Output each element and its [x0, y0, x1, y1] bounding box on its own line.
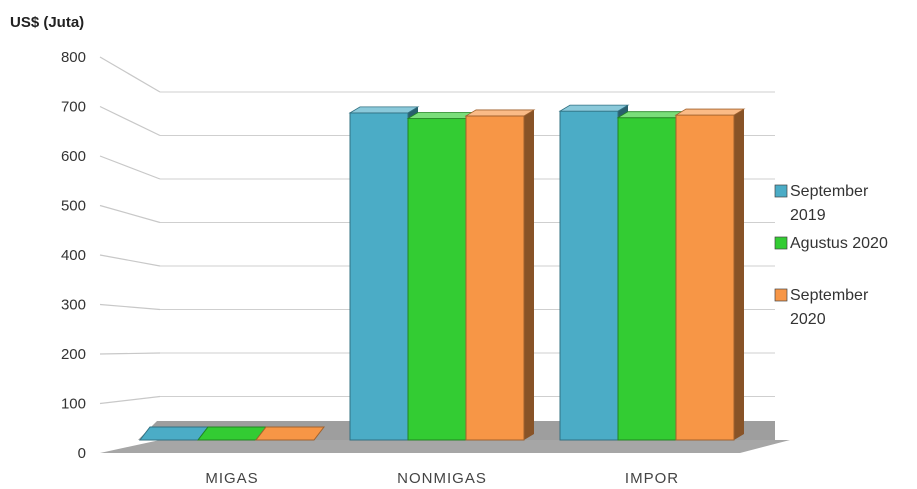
y-tick-label: 200 [61, 346, 86, 363]
y-tick-label: 600 [61, 148, 86, 165]
gridline-side [99, 254, 161, 267]
gridline-side [99, 303, 161, 311]
floor-top [100, 440, 790, 453]
bar-flat [254, 426, 326, 441]
y-tick-label: 300 [61, 297, 86, 314]
bar-side [734, 109, 744, 441]
bar [674, 108, 746, 441]
x-category-label: IMPOR [625, 470, 679, 487]
bar-front [675, 114, 735, 441]
x-category-label: MIGAS [205, 470, 258, 487]
bar-top [464, 109, 536, 117]
y-tick-label: 700 [61, 99, 86, 116]
gridline-side [99, 105, 161, 137]
y-tick-label: 100 [61, 396, 86, 413]
x-category-label: NONMIGAS [397, 470, 487, 487]
bar-front [465, 115, 525, 441]
x-axis-labels: MIGAS NONMIGAS IMPOR [205, 470, 679, 487]
bar [254, 426, 326, 441]
bar-top [558, 104, 630, 112]
bar-flat [138, 426, 210, 441]
y-tick-label: 800 [61, 49, 86, 66]
legend-label: September 2019 [790, 183, 869, 224]
legend-swatch [774, 184, 788, 198]
legend-swatch [774, 236, 788, 250]
y-axis-title: US$ (Juta) [10, 14, 84, 31]
bar-top [674, 108, 746, 116]
legend-label: Agustus 2020 [790, 235, 888, 252]
bar-front [407, 118, 467, 441]
legend-label: September 2020 [790, 287, 869, 328]
bar [138, 426, 210, 441]
y-tick-label: 0 [78, 445, 86, 462]
bar [464, 109, 536, 441]
y-tick-label: 400 [61, 247, 86, 264]
bar-front [617, 117, 677, 441]
bar-front [559, 110, 619, 441]
legend-entry: Agustus 2020 [774, 235, 888, 252]
bar-top [348, 106, 420, 114]
gridline-side [99, 352, 161, 355]
legend: September 2019 Agustus 2020 September 2020 [774, 183, 888, 328]
gridline-side [99, 204, 161, 224]
legend-entry: September 2020 [774, 287, 869, 328]
legend-swatch [774, 288, 788, 302]
y-axis-ticks: 0 100 200 300 400 500 600 700 800 [61, 49, 86, 462]
gridline-side [99, 56, 161, 93]
gridline-side [99, 395, 161, 405]
bar-flat [196, 426, 268, 441]
y-tick-label: 500 [61, 198, 86, 215]
legend-entry: September 2019 [774, 183, 869, 224]
bar [196, 426, 268, 441]
bar-front [349, 112, 409, 441]
bars [138, 104, 746, 441]
gridline-side [99, 155, 161, 180]
bar-side [524, 109, 534, 441]
